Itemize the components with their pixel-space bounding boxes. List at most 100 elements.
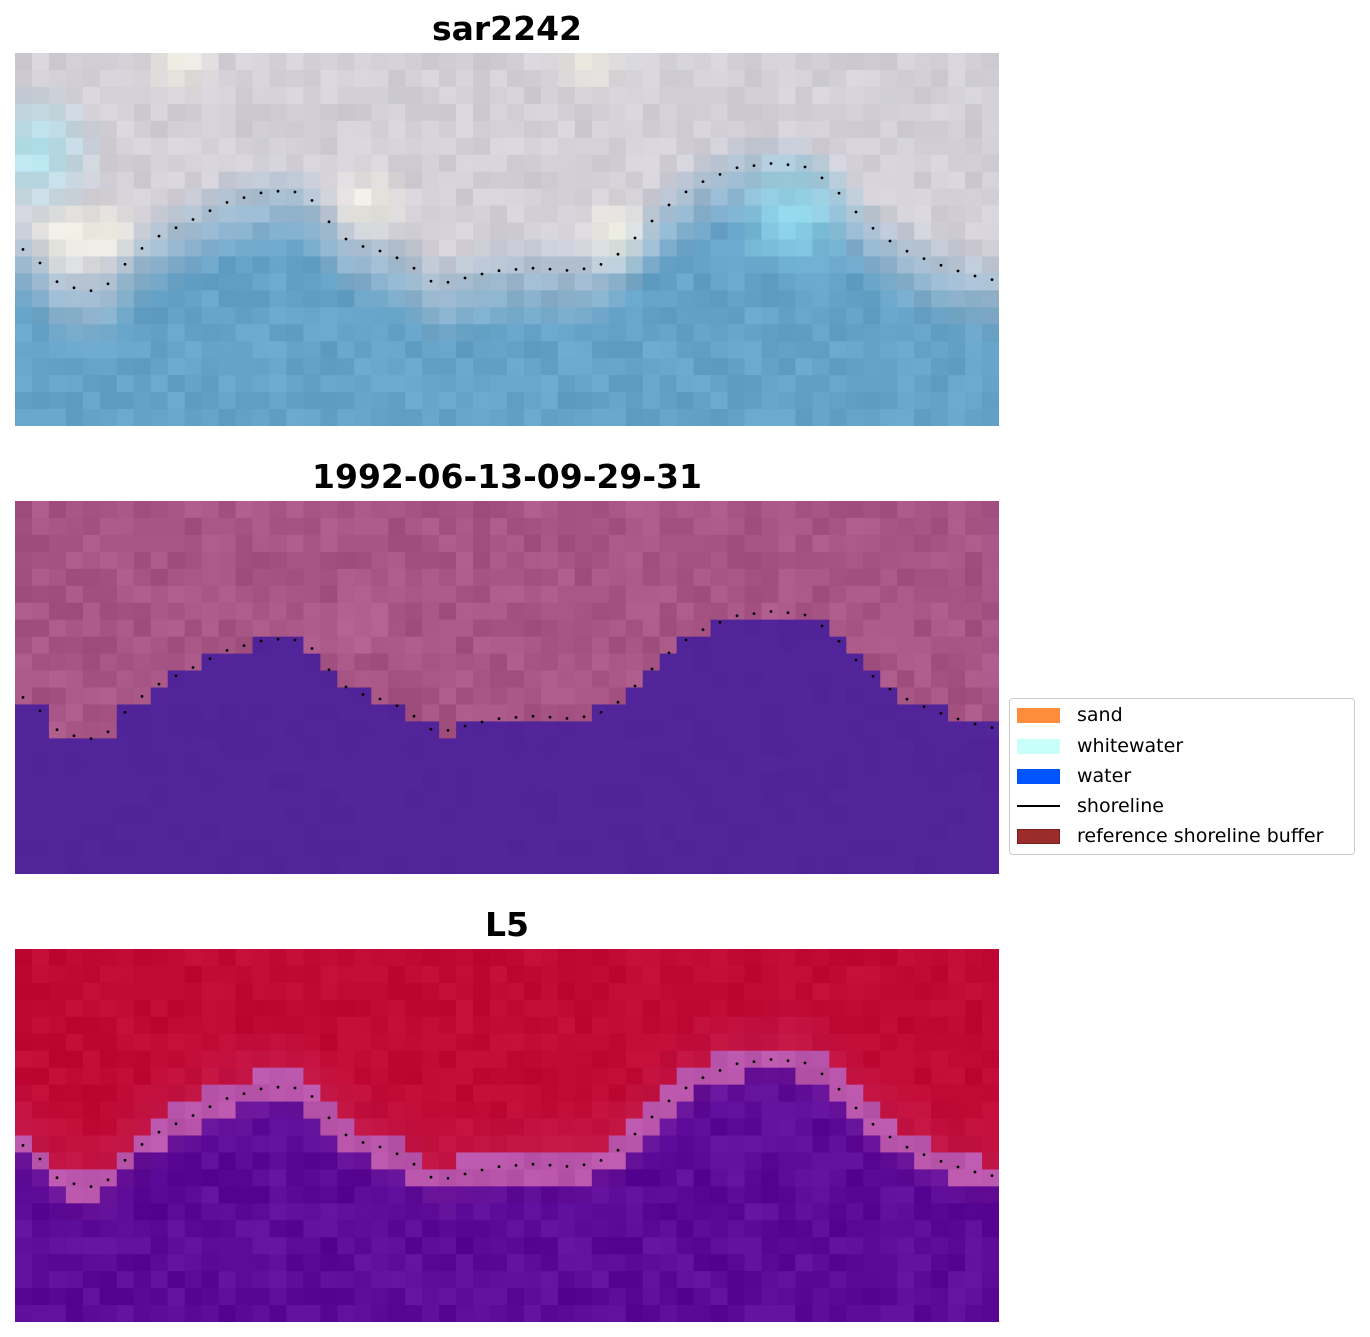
- shoreline-point: [786, 611, 790, 615]
- shoreline-point: [89, 1185, 93, 1188]
- image-pixel: [99, 120, 118, 139]
- image-pixel: [982, 1016, 999, 1035]
- image-pixel: [167, 307, 186, 325]
- image-pixel: [574, 86, 593, 105]
- image-pixel: [948, 120, 966, 139]
- image-pixel: [456, 256, 474, 274]
- image-pixel: [778, 534, 797, 553]
- image-pixel: [184, 999, 203, 1018]
- image-pixel: [507, 1067, 525, 1086]
- image-pixel: [863, 1135, 881, 1154]
- image-pixel: [863, 1220, 881, 1238]
- image-pixel: [880, 789, 898, 807]
- image-pixel: [371, 69, 389, 88]
- image-pixel: [693, 999, 712, 1018]
- image-pixel: [456, 772, 474, 790]
- image-pixel: [744, 551, 763, 570]
- image-pixel: [439, 840, 457, 858]
- image-pixel: [439, 738, 457, 756]
- image-pixel: [507, 86, 525, 105]
- image-pixel: [218, 290, 237, 308]
- shoreline-point: [599, 711, 603, 714]
- image-pixel: [337, 982, 355, 1001]
- image-pixel: [948, 1254, 966, 1272]
- image-pixel: [133, 392, 152, 410]
- image-pixel: [184, 1067, 203, 1086]
- image-pixel: [931, 86, 949, 105]
- image-pixel: [235, 375, 254, 393]
- image-pixel: [456, 273, 474, 291]
- image-pixel: [490, 69, 508, 88]
- image-pixel: [167, 1118, 186, 1137]
- image-pixel: [557, 1084, 576, 1103]
- image-pixel: [286, 840, 305, 858]
- image-pixel: [591, 670, 610, 689]
- image-pixel: [354, 1271, 372, 1289]
- image-pixel: [456, 1186, 474, 1204]
- image-pixel: [574, 1169, 593, 1187]
- image-pixel: [880, 653, 898, 672]
- image-pixel: [337, 687, 355, 706]
- image-pixel: [982, 239, 999, 258]
- image-pixel: [523, 670, 542, 689]
- image-pixel: [761, 256, 780, 274]
- image-pixel: [388, 534, 406, 553]
- image-pixel: [388, 273, 406, 291]
- image-pixel: [133, 789, 152, 807]
- image-pixel: [507, 324, 525, 342]
- image-pixel: [591, 585, 610, 604]
- image-pixel: [761, 551, 780, 570]
- image-pixel: [82, 636, 101, 655]
- image-pixel: [371, 307, 389, 325]
- image-pixel: [133, 982, 152, 1001]
- image-pixel: [710, 392, 729, 410]
- image-pixel: [727, 137, 746, 156]
- image-pixel: [473, 1288, 491, 1306]
- image-pixel: [65, 1169, 84, 1187]
- image-pixel: [507, 982, 525, 1001]
- image-pixel: [523, 69, 542, 88]
- image-pixel: [201, 1288, 220, 1306]
- shoreline-point: [769, 1058, 773, 1061]
- image-pixel: [931, 670, 949, 689]
- image-pixel: [456, 619, 474, 638]
- image-pixel: [931, 1135, 949, 1154]
- image-pixel: [744, 619, 763, 638]
- image-pixel: [880, 171, 898, 190]
- image-pixel: [354, 188, 372, 207]
- image-pixel: [184, 1186, 203, 1204]
- image-pixel: [608, 1050, 627, 1069]
- image-pixel: [201, 1237, 220, 1255]
- image-pixel: [184, 738, 203, 756]
- image-pixel: [897, 1152, 915, 1170]
- image-pixel: [48, 1271, 67, 1289]
- image-panel-3: [15, 949, 999, 1322]
- image-pixel: [914, 949, 932, 967]
- image-pixel: [982, 358, 999, 376]
- image-pixel: [574, 290, 593, 308]
- image-pixel: [269, 256, 288, 274]
- image-pixel: [982, 687, 999, 706]
- image-pixel: [676, 840, 695, 858]
- image-pixel: [218, 154, 237, 173]
- image-pixel: [676, 205, 695, 224]
- image-pixel: [371, 602, 389, 621]
- image-pixel: [133, 341, 152, 359]
- image-pixel: [252, 999, 271, 1018]
- image-pixel: [150, 687, 169, 706]
- image-pixel: [829, 982, 847, 1001]
- image-pixel: [65, 687, 84, 706]
- image-pixel: [642, 949, 661, 967]
- image-pixel: [422, 154, 440, 173]
- image-pixel: [371, 1135, 389, 1154]
- image-pixel: [31, 789, 50, 807]
- image-pixel: [82, 392, 101, 410]
- image-pixel: [659, 551, 678, 570]
- image-pixel: [574, 670, 593, 689]
- image-pixel: [184, 86, 203, 105]
- image-pixel: [337, 188, 355, 207]
- image-pixel: [82, 222, 101, 241]
- image-pixel: [422, 857, 440, 874]
- image-pixel: [744, 1152, 763, 1170]
- image-pixel: [354, 755, 372, 773]
